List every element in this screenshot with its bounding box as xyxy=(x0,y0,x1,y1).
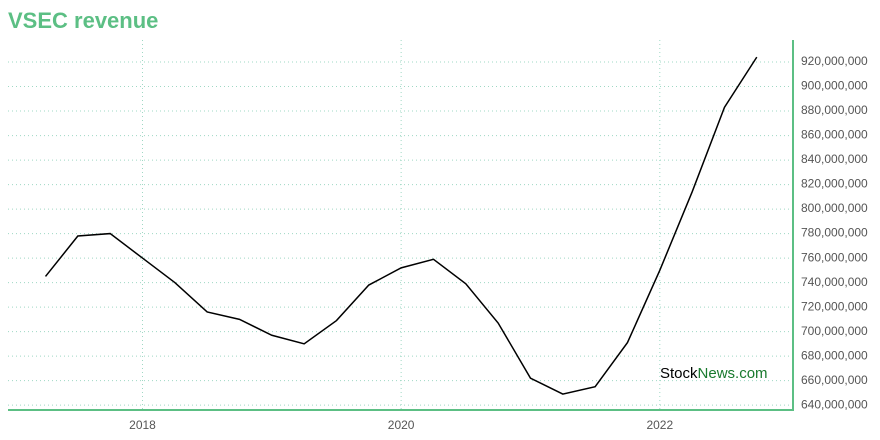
y-tick-label: 760,000,000 xyxy=(801,250,868,264)
y-tick-label: 900,000,000 xyxy=(801,79,868,93)
chart-title: VSEC revenue xyxy=(8,8,158,33)
x-tick-label: 2018 xyxy=(129,418,156,432)
y-tick-label: 780,000,000 xyxy=(801,226,868,240)
watermark-part: Stock xyxy=(660,365,698,382)
y-tick-label: 920,000,000 xyxy=(801,54,868,68)
y-tick-label: 860,000,000 xyxy=(801,128,868,142)
y-tick-label: 640,000,000 xyxy=(801,397,868,411)
y-tick-label: 880,000,000 xyxy=(801,103,868,117)
y-tick-label: 720,000,000 xyxy=(801,299,868,313)
watermark-part: News.com xyxy=(698,365,768,382)
watermark: StockNews.com xyxy=(660,365,768,382)
y-tick-label: 800,000,000 xyxy=(801,201,868,215)
y-tick-label: 680,000,000 xyxy=(801,348,868,362)
y-tick-label: 740,000,000 xyxy=(801,275,868,289)
y-tick-label: 700,000,000 xyxy=(801,324,868,338)
x-tick-label: 2020 xyxy=(388,418,415,432)
line xyxy=(44,56,758,395)
y-tick-label: 820,000,000 xyxy=(801,177,868,191)
y-tick-label: 660,000,000 xyxy=(801,373,868,387)
y-tick-label: 840,000,000 xyxy=(801,152,868,166)
x-tick-label: 2022 xyxy=(646,418,673,432)
